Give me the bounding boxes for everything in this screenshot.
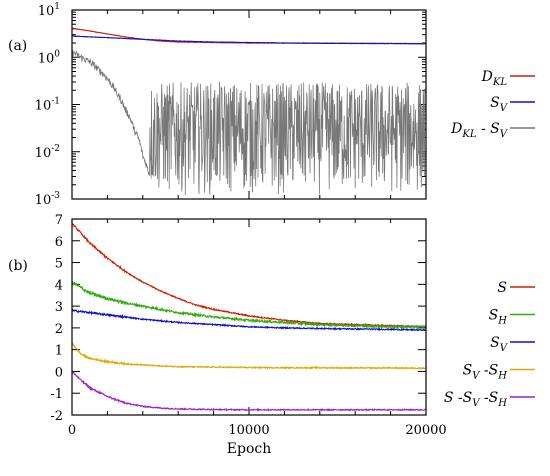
y-tick-label: -1 <box>50 387 63 402</box>
legend-text: -S <box>453 390 472 406</box>
x-tick-label: 0 <box>68 423 76 438</box>
series-line <box>72 27 426 45</box>
series-line <box>72 35 426 45</box>
series-line <box>72 370 426 412</box>
y-tick-label: 10-3 <box>35 191 61 208</box>
legend-subscript: H <box>497 398 507 409</box>
y-tick-label: -2 <box>50 409 63 424</box>
legend-text: D <box>450 121 462 137</box>
legend-subscript: V <box>472 398 481 409</box>
y-tick-label: 10-1 <box>35 97 60 114</box>
y-tick-exp: -1 <box>51 97 60 107</box>
legend-text: S <box>463 363 473 379</box>
legend-text: - S <box>477 121 500 137</box>
plot-frame <box>71 218 427 416</box>
y-tick-label: 0 <box>55 365 63 380</box>
y-tick-label: 101 <box>38 2 60 19</box>
x-tick-label: 10000 <box>228 423 269 438</box>
legend-label: DKL <box>481 69 508 88</box>
y-tick-exp: -2 <box>51 144 60 154</box>
series-line <box>72 342 426 370</box>
legend-label: S -SV -SH <box>444 390 507 409</box>
legend-subscript: KL <box>461 129 476 140</box>
y-tick-label: 10-2 <box>35 144 60 161</box>
legend-text: S <box>490 95 500 111</box>
legend-subscript: H <box>497 316 507 327</box>
series-group <box>72 223 426 412</box>
y-tick-base: 10 <box>35 193 52 208</box>
x-tick-label: 20000 <box>405 423 446 438</box>
legend-text: S <box>497 280 507 296</box>
series-line <box>72 223 426 329</box>
legend-subscript: H <box>497 371 507 382</box>
y-tick-label: 100 <box>38 49 61 66</box>
legend-label: S <box>497 280 507 296</box>
legend-text: S <box>444 390 454 406</box>
series-line <box>72 308 426 332</box>
legend-text: S <box>490 335 500 351</box>
y-tick-label: 1 <box>55 344 63 359</box>
legend-subscript: V <box>472 371 481 382</box>
legend-text: -S <box>479 363 498 379</box>
legend-label: DKL - SV <box>450 121 509 140</box>
plot-frame <box>71 9 427 200</box>
legend-label: SV <box>490 95 509 114</box>
legend-text: S <box>489 308 499 324</box>
legend-subscript: V <box>500 129 509 140</box>
x-axis-label: Epoch <box>227 441 271 457</box>
y-tick-base: 10 <box>35 146 52 161</box>
legend-subscript: V <box>500 103 509 114</box>
panel-label: (b) <box>8 258 28 274</box>
legend-subscript: KL <box>492 77 507 88</box>
legend-label: SH <box>489 308 508 327</box>
y-tick-label: 6 <box>55 235 63 250</box>
series-group <box>72 27 426 196</box>
y-tick-label: 7 <box>55 213 63 228</box>
legend-text: -S <box>479 390 498 406</box>
y-tick-base: 10 <box>38 51 55 66</box>
y-tick-label: 5 <box>55 257 63 272</box>
y-tick-exp: -3 <box>51 191 60 201</box>
legend-label: SV <box>490 335 509 354</box>
legend-subscript: V <box>500 343 509 354</box>
series-line <box>72 280 426 330</box>
y-tick-exp: 0 <box>54 49 60 59</box>
legend-text: D <box>481 69 493 85</box>
y-tick-exp: 1 <box>54 2 60 12</box>
panel-label: (a) <box>8 38 27 54</box>
y-tick-label: 3 <box>55 300 63 315</box>
legend-label: SV -SH <box>463 363 508 382</box>
y-tick-base: 10 <box>35 99 52 114</box>
y-tick-label: 4 <box>55 278 63 293</box>
y-tick-base: 10 <box>38 4 55 19</box>
series-line <box>72 48 426 196</box>
y-tick-label: 2 <box>55 322 63 337</box>
